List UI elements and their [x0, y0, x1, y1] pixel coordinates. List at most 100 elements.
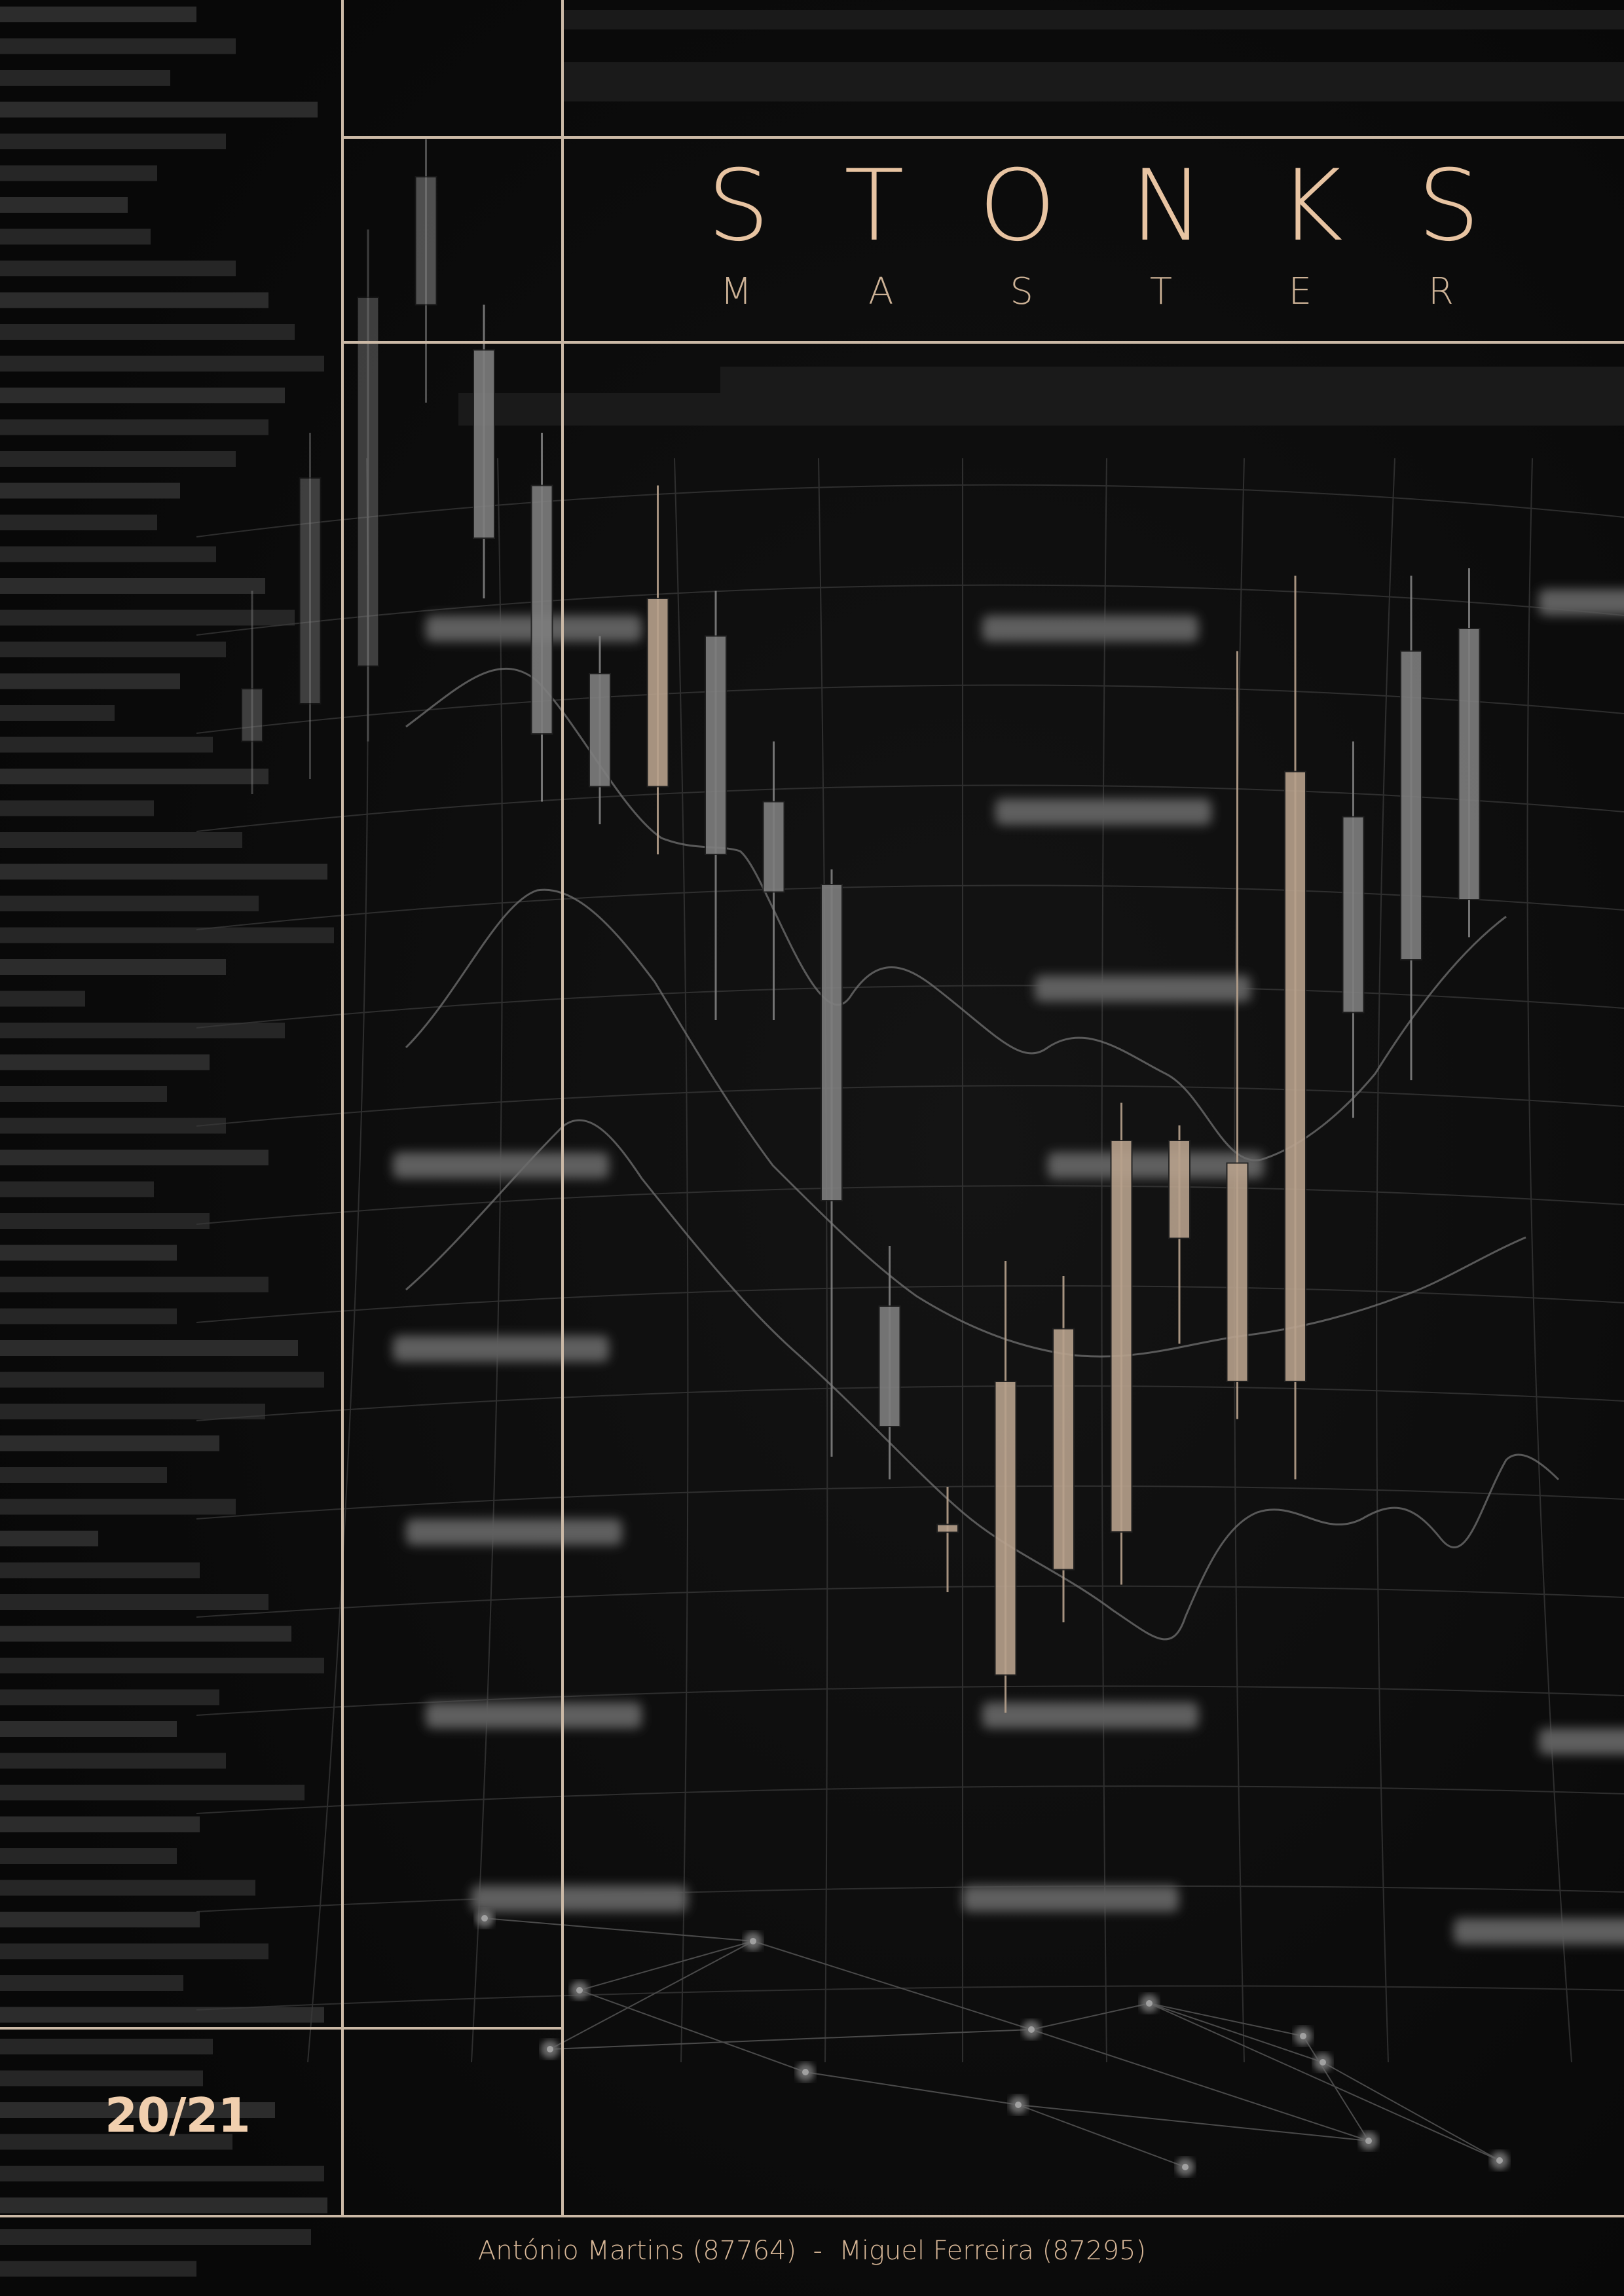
network-node [1182, 2164, 1189, 2170]
candle-body [1110, 1140, 1133, 1533]
network-edge [1302, 2035, 1369, 2141]
left-stripe [0, 2039, 213, 2054]
blurred-number [1035, 975, 1251, 1002]
candle-body [1458, 628, 1481, 900]
grid-parallel [196, 484, 1624, 538]
left-stripe [0, 1880, 255, 1896]
grid-parallel [196, 1285, 1624, 1323]
blurred-number [982, 1702, 1198, 1728]
left-stripe [0, 1912, 200, 1927]
network-node [1028, 2026, 1035, 2033]
left-stripe [0, 1213, 210, 1229]
left-stripe [0, 2166, 324, 2181]
network-node [1146, 2000, 1153, 2007]
left-stripe [0, 832, 242, 848]
network-edge [579, 1990, 806, 2073]
blurred-number [426, 1702, 642, 1728]
left-stripe [0, 1245, 177, 1261]
left-stripe [0, 165, 157, 181]
grid-meridian [307, 458, 369, 2063]
candle-body [1168, 1140, 1190, 1239]
left-stripe [0, 451, 236, 467]
candle-body [1052, 1328, 1075, 1571]
left-stripe [0, 2007, 324, 2023]
left-stripe [0, 1816, 200, 1832]
blurred-number [982, 615, 1198, 642]
left-stripe [0, 1308, 177, 1324]
candle-body [821, 884, 843, 1201]
left-stripe [0, 70, 170, 86]
left-stripe [0, 737, 213, 753]
left-stripe [0, 2261, 196, 2277]
left-stripe [0, 1181, 154, 1197]
left-stripe [0, 1721, 177, 1737]
network-node [547, 2046, 553, 2052]
left-stripe [0, 1594, 268, 1610]
left-stripe [0, 2229, 311, 2245]
title-letter: T [844, 149, 904, 263]
left-stripe [0, 1975, 183, 1991]
left-stripe [0, 959, 226, 975]
left-stripe [0, 800, 154, 816]
network-node [576, 1987, 583, 1994]
network-edge [549, 1941, 754, 2050]
academic-year: 20/21 [105, 2088, 251, 2143]
network-edge [579, 1941, 754, 1991]
candle-body [357, 297, 379, 667]
blurred-number [995, 799, 1211, 825]
left-stripe [0, 197, 128, 213]
left-stripe [0, 483, 180, 499]
candle-body [1342, 816, 1365, 1013]
header-stripe [563, 62, 1624, 101]
left-bar-stripes [0, 7, 334, 2277]
left-stripe [0, 1340, 298, 1356]
network-node [1496, 2157, 1503, 2164]
network-constellation [475, 1909, 1509, 2176]
network-node [1320, 2059, 1326, 2066]
grid-meridian [471, 458, 503, 2063]
grid-parallel [196, 1785, 1624, 1814]
globe-grid [196, 458, 1624, 2063]
candlestick-chart [241, 139, 1481, 1713]
left-stripe [0, 1404, 265, 1419]
blurred-number [1539, 589, 1624, 615]
left-stripe [0, 134, 226, 149]
header-stripe [458, 393, 1624, 426]
left-stripe [0, 38, 236, 54]
left-stripe [0, 7, 196, 22]
network-node [481, 1915, 488, 1922]
grid-parallel [196, 1385, 1624, 1421]
left-stripe [0, 515, 157, 530]
network-node [802, 2069, 809, 2075]
left-stripe [0, 355, 324, 372]
candle-body [530, 484, 553, 735]
lower-trend-line [405, 1119, 1560, 1641]
title-letter: S [707, 149, 770, 263]
grid-parallel [196, 1485, 1624, 1520]
network-edge [1149, 2003, 1304, 2037]
candle-body [473, 349, 495, 539]
left-stripe [0, 1562, 200, 1578]
network-edge [1149, 2003, 1500, 2161]
candle-body [415, 176, 437, 306]
left-stripe [0, 705, 115, 721]
title-letter: S [1417, 149, 1480, 263]
left-stripe [0, 388, 285, 403]
subtitle-letter: T [1149, 270, 1172, 313]
blurred-number [1539, 1728, 1624, 1755]
left-stripe [0, 546, 216, 562]
network-edge [549, 2029, 1032, 2050]
left-stripe [0, 673, 180, 689]
network-edge [1322, 2062, 1500, 2161]
left-stripe [0, 2070, 203, 2086]
left-stripe [0, 228, 151, 245]
header-stripe [563, 10, 1624, 29]
title-letter: O [978, 149, 1056, 263]
blurred-number [1048, 1152, 1264, 1178]
network-edge [1149, 2003, 1323, 2063]
left-stripe [0, 2134, 232, 2150]
candle-body [1284, 771, 1306, 1382]
left-stripe [0, 1467, 167, 1483]
candle-body [994, 1381, 1017, 1676]
grid-meridian [674, 458, 689, 2063]
